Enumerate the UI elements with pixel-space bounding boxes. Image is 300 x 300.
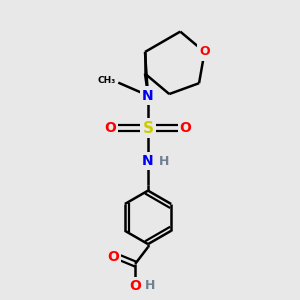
Text: O: O (180, 121, 192, 135)
Text: O: O (129, 279, 141, 293)
Text: O: O (104, 121, 116, 135)
Text: CH₃: CH₃ (97, 76, 115, 85)
Text: S: S (142, 121, 154, 136)
Text: N: N (142, 88, 154, 103)
Text: O: O (107, 250, 119, 264)
Text: H: H (159, 155, 169, 168)
Text: H: H (145, 279, 155, 292)
Text: N: N (142, 154, 154, 168)
Text: O: O (199, 46, 210, 59)
